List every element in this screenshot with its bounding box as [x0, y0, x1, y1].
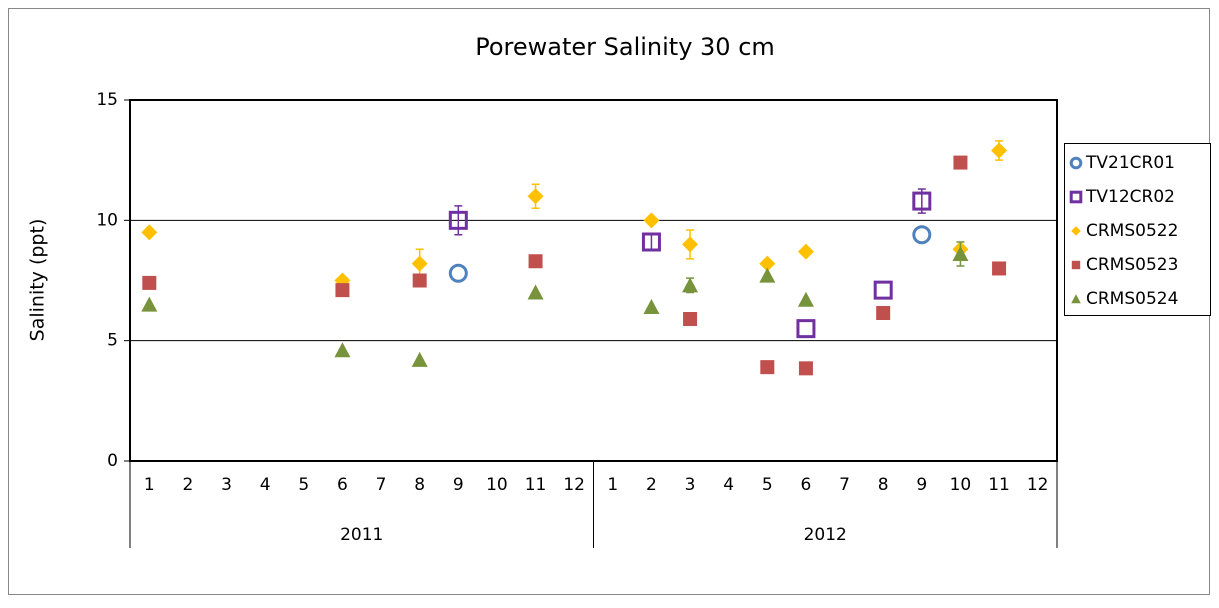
data-point: [448, 263, 468, 283]
data-point: [643, 212, 660, 229]
data-point: [760, 360, 775, 375]
data-point: [912, 225, 932, 245]
data-point: [527, 188, 544, 205]
legend-label: TV12CR02: [1085, 187, 1175, 207]
data-point: [953, 155, 968, 170]
data-point: [873, 280, 893, 300]
data-point: [141, 224, 158, 241]
x-tick-label: 6: [337, 475, 348, 495]
data-point: [682, 277, 699, 293]
x-tick-label: 10: [486, 475, 508, 495]
legend-label: CRMS0522: [1086, 221, 1178, 241]
data-point: [759, 267, 776, 283]
x-tick-label: 5: [298, 475, 309, 495]
data-point: [335, 283, 350, 298]
legend-box: [1064, 143, 1211, 316]
x-tick-label: 8: [414, 475, 425, 495]
data-point: [528, 254, 543, 269]
data-point: [334, 342, 351, 358]
data-point: [643, 298, 660, 314]
x-tick-label: 2: [646, 475, 657, 495]
data-point: [912, 191, 932, 211]
data-point: [411, 255, 428, 272]
data-point: [682, 236, 699, 253]
data-point: [411, 351, 428, 367]
x-tick-label: 11: [988, 475, 1010, 495]
chart-title: Porewater Salinity 30 cm: [475, 33, 775, 61]
y-tick-label: 0: [107, 451, 118, 471]
legend-label: TV21CR01: [1085, 153, 1175, 173]
legend-marker: [1071, 294, 1081, 304]
x-tick-label: 1: [144, 475, 155, 495]
x-tick-label: 7: [376, 475, 387, 495]
x-tick-label: 7: [839, 475, 850, 495]
x-tick-label: 4: [260, 475, 271, 495]
data-point: [992, 261, 1007, 276]
legend-marker: [1071, 260, 1081, 270]
x-tick-label: 5: [762, 475, 773, 495]
x-tick-label: 9: [453, 475, 464, 495]
legend-marker: [1071, 226, 1081, 236]
data-point: [641, 232, 661, 252]
legend-label: CRMS0524: [1086, 289, 1178, 309]
x-tick-label: 9: [916, 475, 927, 495]
x-tick-label: 10: [950, 475, 972, 495]
data-point: [141, 296, 158, 312]
x-tick-label: 12: [563, 475, 585, 495]
x-tick-label: 4: [723, 475, 734, 495]
x-tick-label: 8: [878, 475, 889, 495]
x-tick-label: 12: [1027, 475, 1049, 495]
x-tick-label: 11: [525, 475, 547, 495]
data-point: [412, 273, 427, 288]
chart-frame: [8, 8, 1210, 595]
data-point: [796, 319, 816, 339]
data-point: [876, 305, 891, 320]
data-point: [142, 275, 157, 290]
data-point: [952, 246, 969, 262]
data-point: [448, 210, 468, 230]
y-tick-label: 15: [96, 90, 118, 110]
y-tick-label: 5: [107, 331, 118, 351]
data-point: [991, 142, 1008, 159]
data-point: [797, 291, 814, 307]
x-tick-label: 3: [685, 475, 696, 495]
data-point: [798, 361, 813, 376]
group-label: 2011: [340, 525, 383, 545]
data-point: [759, 255, 776, 272]
data-point: [797, 243, 814, 260]
x-tick-label: 6: [801, 475, 812, 495]
legend-marker: [1069, 156, 1083, 170]
data-point: [527, 284, 544, 300]
legend-label: CRMS0523: [1086, 255, 1178, 275]
y-tick-label: 10: [96, 210, 118, 230]
legend-marker: [1069, 190, 1083, 204]
group-label: 2012: [804, 525, 847, 545]
y-axis-label: Salinity (ppt): [27, 219, 49, 342]
x-tick-label: 2: [183, 475, 194, 495]
x-tick-label: 1: [607, 475, 618, 495]
x-tick-label: 3: [221, 475, 232, 495]
error-bar: [454, 205, 463, 236]
data-point: [683, 312, 698, 327]
